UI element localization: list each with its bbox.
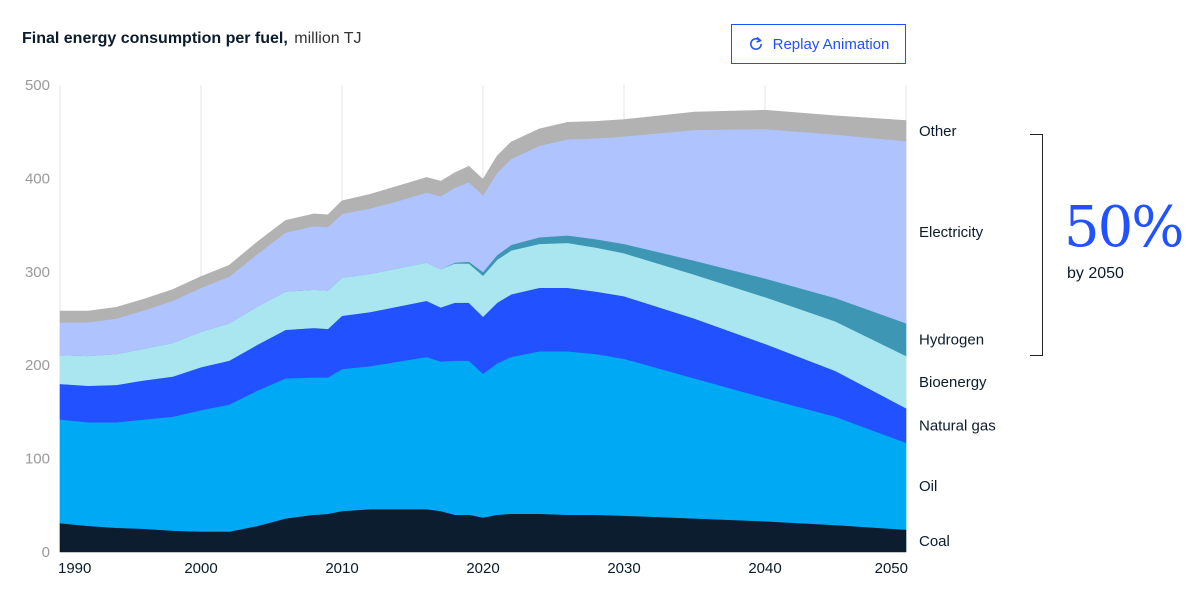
y-tick-200: 200 [25, 357, 50, 374]
y-tick-0: 0 [42, 544, 50, 561]
chart-areas [59, 109, 907, 553]
chart-unit: million TJ [294, 30, 362, 47]
y-tick-100: 100 [25, 451, 50, 468]
series-label-bioenergy: Bioenergy [919, 374, 987, 391]
series-label-other: Other [919, 123, 957, 140]
series-label-electricity: Electricity [919, 224, 984, 241]
series-labels: Coal Oil Natural gas Bioenergy Hydrogen Elect… [919, 123, 996, 550]
x-tick-2000: 2000 [184, 560, 217, 577]
series-label-oil: Oil [919, 478, 937, 495]
replay-icon [748, 36, 764, 52]
series-label-coal: Coal [919, 533, 950, 550]
x-tick-2040: 2040 [748, 560, 781, 577]
chart-title: Final energy consumption per fuel, [22, 30, 288, 47]
series-label-natural-gas: Natural gas [919, 417, 996, 434]
series-label-hydrogen: Hydrogen [919, 332, 984, 349]
callout-caption: by 2050 [1067, 265, 1124, 282]
y-tick-300: 300 [25, 264, 50, 281]
replay-animation-button[interactable]: Replay Animation [731, 24, 906, 64]
electricity-hydrogen-bracket [1030, 134, 1043, 356]
x-tick-2050: 2050 [875, 560, 908, 577]
chart-header: Final energy consumption per fuel, milli… [22, 30, 362, 48]
y-tick-500: 500 [25, 77, 50, 94]
area-other [59, 109, 907, 323]
callout-value: 50% [1064, 195, 1184, 260]
replay-animation-label: Replay Animation [772, 35, 890, 53]
x-tick-2030: 2030 [607, 560, 640, 577]
y-axis: 0 100 200 300 400 500 [25, 77, 50, 561]
x-tick-1990: 1990 [58, 560, 91, 577]
x-axis: 1990 2000 2010 2020 2030 2040 2050 [58, 560, 908, 577]
x-tick-2020: 2020 [466, 560, 499, 577]
y-tick-400: 400 [25, 170, 50, 187]
x-tick-2010: 2010 [325, 560, 358, 577]
